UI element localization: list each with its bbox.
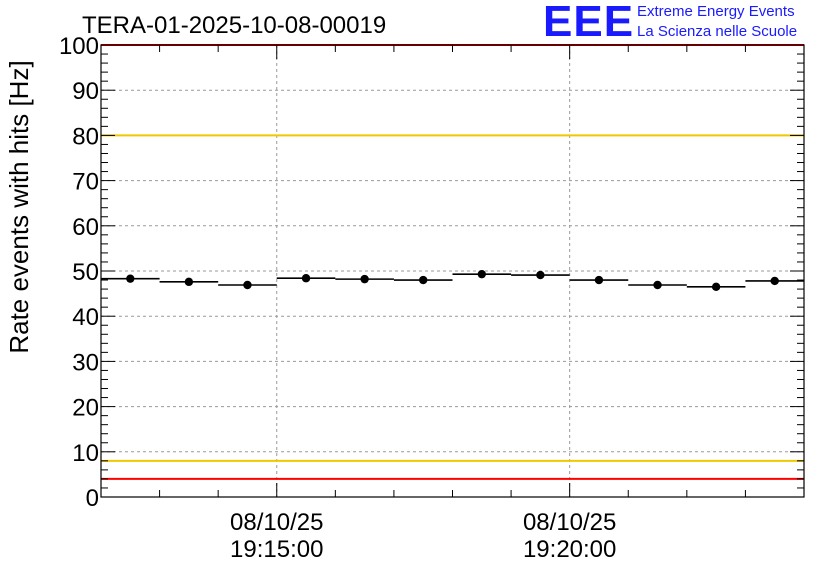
y-tick-label: 90 xyxy=(72,78,99,105)
plot-frame xyxy=(100,44,805,498)
data-point xyxy=(536,270,545,280)
data-point xyxy=(301,274,311,283)
x-tick-label-date: 08/10/25 xyxy=(523,509,616,536)
x-tick-label-time: 19:20:00 xyxy=(523,536,616,563)
reference-lines xyxy=(101,44,804,480)
eee-logo: EEE xyxy=(543,0,635,46)
data-point xyxy=(653,280,662,290)
data-point xyxy=(419,275,428,285)
y-tick-label: 30 xyxy=(72,349,99,376)
y-tick-label: 100 xyxy=(59,33,99,60)
data-series xyxy=(101,269,804,292)
data-point xyxy=(770,276,779,286)
y-tick-label: 10 xyxy=(72,440,99,467)
x-tick-label-date: 08/10/25 xyxy=(230,509,323,536)
logo-caption: Extreme Energy Events La Scienza nelle S… xyxy=(637,2,797,42)
y-tick-label: 50 xyxy=(72,259,99,286)
y-tick-label: 80 xyxy=(72,123,99,150)
y-axis-label: Rate events with hits [Hz] xyxy=(4,60,34,353)
tick-labels: 010203040506070809010008/10/2519:15:0008… xyxy=(59,33,616,563)
x-tick-label-time: 19:15:00 xyxy=(230,536,323,563)
data-point xyxy=(243,280,252,290)
chart-title: TERA-01-2025-10-08-00019 xyxy=(82,12,386,39)
data-point xyxy=(477,269,486,279)
y-tick-label: 20 xyxy=(72,395,99,422)
data-point xyxy=(126,274,135,283)
logo-line-1: Extreme Energy Events xyxy=(637,3,795,20)
data-point xyxy=(711,282,721,292)
y-tick-label: 0 xyxy=(86,485,99,512)
y-tick-label: 40 xyxy=(72,304,99,331)
data-point xyxy=(594,275,604,285)
data-point xyxy=(360,274,369,284)
axis-ticks xyxy=(100,44,805,498)
y-tick-label: 60 xyxy=(72,214,99,241)
logo-line-2: La Scienza nelle Scuole xyxy=(637,23,798,40)
data-point xyxy=(184,277,194,287)
y-tick-label: 70 xyxy=(72,169,99,196)
grid xyxy=(101,45,804,497)
